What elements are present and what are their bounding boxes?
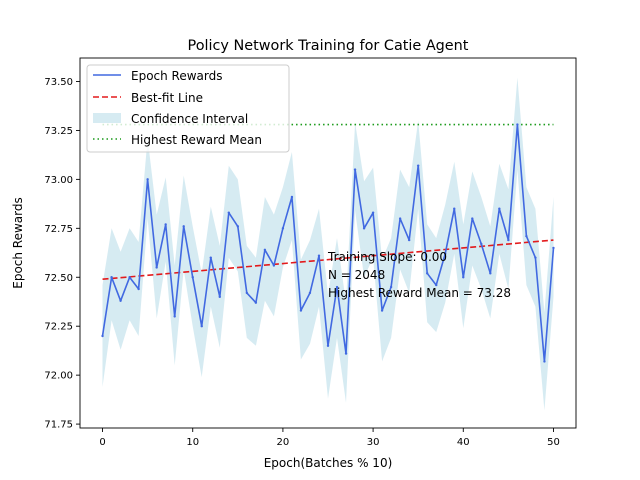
epoch-reward-point xyxy=(245,291,249,295)
epoch-reward-point xyxy=(362,227,366,230)
y-tick-label: 72.50 xyxy=(44,273,73,284)
epoch-reward-point xyxy=(462,276,465,279)
x-axis-label: Epoch(Batches % 10) xyxy=(264,456,393,470)
epoch-reward-point xyxy=(389,285,393,289)
plot-frame xyxy=(79,57,577,429)
epoch-reward-point xyxy=(552,246,555,250)
epoch-reward-point xyxy=(227,211,230,214)
annotation-line: Highest Reward Mean = 73.28 xyxy=(328,286,511,300)
chart-title: Policy Network Training for Catie Agent xyxy=(188,38,469,54)
legend-label-highest-mean: Highest Reward Mean xyxy=(131,133,262,147)
epoch-reward-point xyxy=(534,256,537,259)
epoch-reward-point xyxy=(191,276,194,279)
epoch-reward-point xyxy=(426,272,429,275)
y-tick-label: 73.00 xyxy=(44,175,73,186)
plot-area xyxy=(101,77,555,411)
x-tick-label: 50 xyxy=(547,437,560,448)
x-tick-label: 10 xyxy=(186,437,199,448)
epoch-reward-point xyxy=(272,264,276,267)
epoch-reward-point xyxy=(480,242,483,246)
y-tick-label: 73.25 xyxy=(44,126,73,137)
legend-box xyxy=(86,64,290,153)
y-axis: 71.75 72.00 72.25 72.50 72.75 73.00 73.25 73.50 xyxy=(44,77,80,431)
epoch-reward-point xyxy=(308,291,312,295)
epoch-reward-point xyxy=(218,295,221,299)
x-tick-label: 20 xyxy=(277,437,290,448)
epoch-reward-point xyxy=(498,207,501,210)
y-tick-label: 72.25 xyxy=(44,322,73,333)
legend-label-confidence: Confidence Interval xyxy=(131,112,248,126)
epoch-reward-point xyxy=(299,309,303,312)
legend: Epoch Rewards Best-fit Line Confidence I… xyxy=(86,64,290,153)
epoch-reward-point xyxy=(236,225,240,228)
legend-label-best-fit: Best-fit Line xyxy=(131,91,203,105)
epoch-reward-point xyxy=(543,360,546,363)
epoch-reward-point xyxy=(326,344,330,347)
x-tick-label: 40 xyxy=(457,437,470,448)
epoch-reward-point xyxy=(344,352,348,355)
y-tick-label: 71.75 xyxy=(44,420,73,431)
annotation-block: Training Slope: 0.00 N = 2048 Highest Rewa… xyxy=(327,250,511,300)
x-tick-label: 30 xyxy=(367,437,380,448)
epoch-reward-point xyxy=(290,195,294,199)
epoch-reward-point xyxy=(507,238,510,242)
epoch-reward-point xyxy=(146,178,149,181)
legend-swatch-confidence xyxy=(93,113,121,123)
epoch-reward-point xyxy=(317,254,321,257)
x-axis: 0 10 20 30 40 50 xyxy=(99,428,560,448)
epoch-reward-point xyxy=(119,299,122,302)
y-tick-label: 72.00 xyxy=(44,371,73,382)
epoch-reward-point xyxy=(489,272,492,275)
epoch-reward-point xyxy=(380,309,384,312)
epoch-reward-point xyxy=(516,123,519,126)
annotation-line: N = 2048 xyxy=(328,268,385,282)
epoch-reward-point xyxy=(525,234,528,238)
epoch-reward-point xyxy=(335,285,339,289)
epoch-reward-point xyxy=(398,217,402,220)
epoch-reward-point xyxy=(182,225,185,228)
y-tick-label: 72.75 xyxy=(44,224,73,235)
epoch-reward-point xyxy=(453,207,456,210)
epoch-reward-point xyxy=(353,168,357,171)
epoch-reward-point xyxy=(128,276,131,279)
legend-label-epoch-rewards: Epoch Rewards xyxy=(131,69,223,83)
epoch-reward-point xyxy=(155,266,158,269)
epoch-reward-point xyxy=(173,315,176,318)
epoch-reward-point xyxy=(416,164,420,167)
annotation-line: Training Slope: 0.00 xyxy=(327,250,447,264)
best-fit-line xyxy=(102,239,554,281)
epoch-reward-point xyxy=(263,248,267,252)
epoch-reward-point xyxy=(254,301,258,304)
epoch-reward-point xyxy=(471,217,474,220)
epoch-reward-point xyxy=(101,334,104,338)
epoch-reward-point xyxy=(281,227,285,230)
y-axis-label: Epoch Rewards xyxy=(11,197,25,289)
x-tick-label: 0 xyxy=(99,437,105,448)
epoch-reward-point xyxy=(371,211,375,214)
y-tick-label: 73.50 xyxy=(44,77,73,88)
epoch-reward-point xyxy=(435,283,438,287)
epoch-reward-point xyxy=(407,238,411,242)
epoch-reward-point xyxy=(444,252,447,255)
epoch-reward-point xyxy=(200,325,203,328)
epoch-reward-point xyxy=(110,276,113,279)
epoch-reward-point xyxy=(164,223,167,226)
epoch-reward-point xyxy=(209,256,212,259)
epoch-reward-point xyxy=(137,287,140,291)
